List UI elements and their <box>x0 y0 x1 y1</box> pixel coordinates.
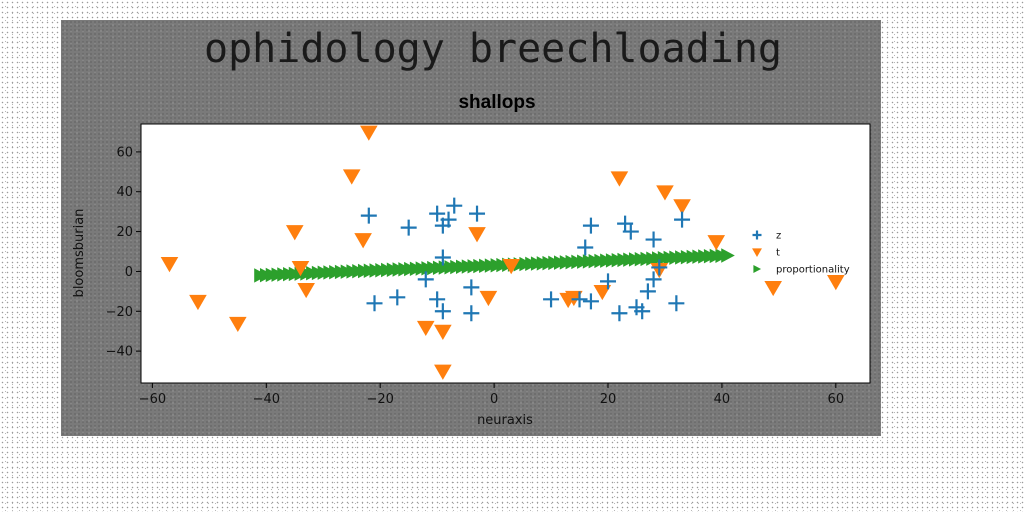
series-z <box>360 197 691 322</box>
data-point <box>400 219 417 236</box>
data-point <box>229 316 247 333</box>
x-tick-label: 20 <box>600 392 617 407</box>
data-point <box>764 280 782 297</box>
scatter-chart: ophidology breechloading shallops −60 −40… <box>72 26 871 428</box>
data-point <box>417 271 434 288</box>
data-point <box>429 205 446 222</box>
data-point <box>707 235 726 251</box>
data-point <box>651 259 668 276</box>
data-point <box>342 169 361 185</box>
data-marks <box>160 125 845 380</box>
legend-marker <box>752 248 762 257</box>
data-point <box>354 233 372 249</box>
x-tick-label: 0 <box>490 392 498 407</box>
data-point <box>468 227 486 243</box>
legend-item: t <box>752 248 780 259</box>
data-point <box>366 295 383 312</box>
data-point <box>285 225 304 241</box>
data-point <box>291 261 310 277</box>
data-point <box>645 231 662 248</box>
data-point <box>543 291 560 308</box>
y-tick-label: 60 <box>116 145 133 160</box>
figure-title: ophidology breechloading <box>204 26 782 72</box>
legend-label: z <box>776 231 781 242</box>
data-point <box>189 294 207 311</box>
data-point <box>469 205 486 222</box>
data-point <box>668 295 685 312</box>
x-tick-label: −20 <box>366 392 393 407</box>
data-point <box>434 249 451 266</box>
y-axis-label: bloomsburian <box>72 209 87 298</box>
y-tick-label: −20 <box>106 305 133 320</box>
plot-area <box>140 123 871 384</box>
legend-marker <box>753 264 762 274</box>
axis-ticks: −60 −40 −20 0 20 40 60 −40 −20 0 20 40 60 <box>106 145 845 407</box>
data-point <box>360 125 378 141</box>
data-point <box>827 274 845 291</box>
data-point <box>593 284 612 301</box>
data-point <box>582 293 599 310</box>
data-point <box>656 185 674 201</box>
data-point <box>673 199 691 215</box>
y-tick-label: 0 <box>125 265 133 280</box>
data-point <box>721 248 735 263</box>
series-proportionality <box>254 248 735 283</box>
data-point <box>416 320 435 337</box>
legend: zt proportionality <box>752 230 850 276</box>
data-point <box>479 290 498 307</box>
data-point <box>446 197 463 214</box>
data-point <box>645 271 662 288</box>
data-point <box>389 289 406 306</box>
data-point <box>634 303 651 320</box>
legend-item: proportionality <box>753 264 850 276</box>
data-point <box>297 282 315 299</box>
data-point <box>674 211 691 228</box>
legend-item: z <box>752 230 781 242</box>
data-point <box>434 324 452 340</box>
data-point <box>463 305 480 322</box>
chart-figure: ophidology breechloading shallops −60 −40… <box>61 20 881 436</box>
y-tick-label: −40 <box>106 345 133 360</box>
x-tick-label: −40 <box>253 392 280 407</box>
legend-marker <box>752 230 762 240</box>
chart-title: shallops <box>458 92 535 113</box>
data-point <box>582 217 599 234</box>
y-tick-label: 40 <box>116 185 133 200</box>
legend-label: t <box>776 248 780 259</box>
x-axis-label: neuraxis <box>477 413 533 428</box>
x-tick-label: 60 <box>828 392 845 407</box>
data-point <box>463 279 480 296</box>
y-tick-label: 20 <box>116 225 133 240</box>
data-point <box>440 211 457 228</box>
data-point <box>571 291 588 308</box>
data-point <box>622 223 639 240</box>
data-point <box>360 207 377 224</box>
data-point <box>429 291 446 308</box>
data-point <box>502 259 520 275</box>
legend-label: proportionality <box>776 265 850 276</box>
data-point <box>639 283 656 300</box>
data-point <box>434 303 451 320</box>
x-tick-label: −60 <box>139 392 166 407</box>
x-tick-label: 40 <box>714 392 731 407</box>
data-point <box>434 364 452 380</box>
data-point <box>611 305 628 322</box>
data-point <box>160 257 179 273</box>
data-point <box>577 239 594 256</box>
data-point <box>600 273 617 290</box>
data-point <box>610 171 629 187</box>
